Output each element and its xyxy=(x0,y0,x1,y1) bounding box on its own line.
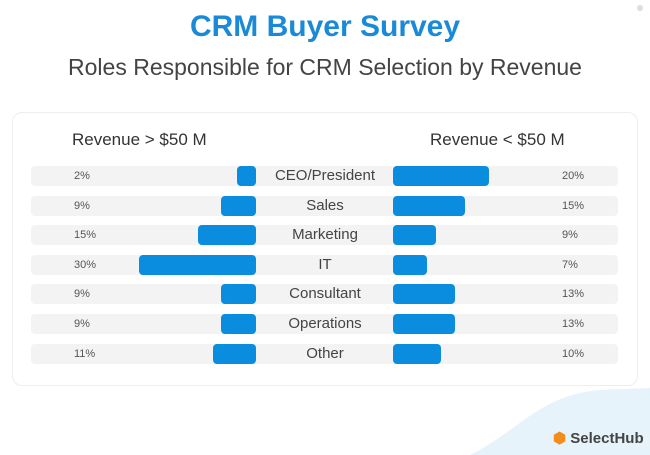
bar-left-IT xyxy=(139,254,256,275)
category-label: CEO/President xyxy=(274,167,376,184)
bar-right-Sales xyxy=(393,195,465,216)
value-right: 10% xyxy=(562,347,585,360)
category-label: Consultant xyxy=(289,285,361,303)
value-right: 13% xyxy=(562,288,585,301)
category-label: Other xyxy=(306,344,344,362)
brand-name: SelectHub xyxy=(570,430,644,447)
bar-left-Sales xyxy=(220,195,256,216)
bar-left-Consultant xyxy=(220,284,256,305)
value-left: 9% xyxy=(74,288,90,301)
row-background xyxy=(31,284,618,305)
bar-right-IT xyxy=(393,254,427,275)
value-right: 7% xyxy=(562,258,578,271)
category-label: Sales xyxy=(306,196,344,214)
value-left: 11% xyxy=(74,347,96,360)
bar-right-Consultant xyxy=(393,284,456,305)
chart-title: CRM Buyer Survey xyxy=(189,10,461,43)
row-background xyxy=(31,225,618,246)
value-left: 9% xyxy=(74,199,90,212)
row-background xyxy=(31,314,618,334)
value-left: 2% xyxy=(74,170,90,182)
row-background xyxy=(31,195,618,216)
value-left: 15% xyxy=(74,229,97,242)
category-label: IT xyxy=(318,255,332,273)
category-label: Marketing xyxy=(292,226,358,244)
bar-left-Other xyxy=(213,343,256,364)
value-right: 9% xyxy=(562,229,578,242)
bar-left-Marketing xyxy=(197,225,256,246)
selecthub-logo: ⬢ SelectHub xyxy=(553,430,644,447)
bar-right-CEO/President xyxy=(393,166,489,186)
category-label: Operations xyxy=(288,315,362,332)
bar-left-Operations xyxy=(220,314,256,334)
bar-right-Operations xyxy=(393,314,456,334)
right-series-header: Revenue < $50 M xyxy=(430,130,565,149)
value-right: 15% xyxy=(562,199,585,212)
bar-right-Other xyxy=(393,343,441,364)
chart-subtitle: Roles Responsible for CRM Selection by R… xyxy=(68,54,582,80)
value-right: 13% xyxy=(562,318,585,330)
bar-right-Marketing xyxy=(393,225,437,246)
row-background xyxy=(31,343,618,364)
chart-card xyxy=(12,112,638,386)
left-series-header: Revenue > $50 M xyxy=(72,130,207,149)
value-left: 9% xyxy=(74,318,90,330)
value-left: 30% xyxy=(74,258,97,271)
bar-left-CEO/President xyxy=(237,166,256,186)
value-right: 20% xyxy=(562,170,585,182)
